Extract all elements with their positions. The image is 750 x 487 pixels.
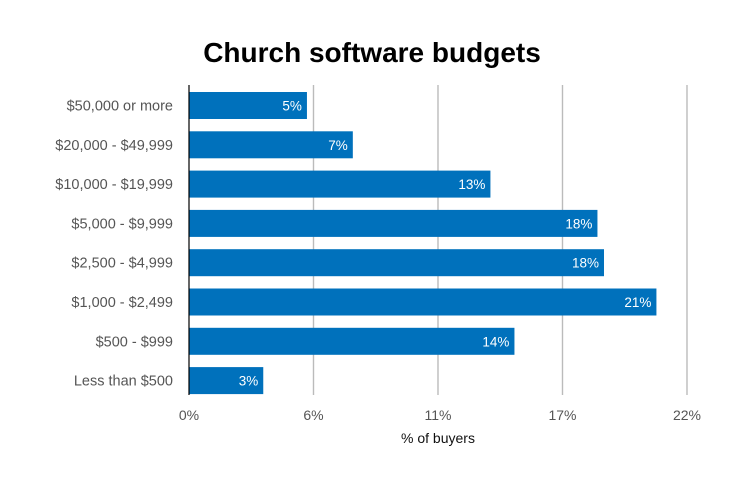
category-label: $500 - $999 [96, 334, 173, 350]
x-tick-label: 11% [425, 407, 452, 423]
category-label: $5,000 - $9,999 [71, 216, 173, 232]
bar-value-label: 7% [328, 138, 348, 153]
bar [189, 209, 598, 237]
category-label: $10,000 - $19,999 [55, 177, 173, 193]
x-tick-label: 22% [673, 407, 701, 423]
bar [189, 249, 604, 277]
bar [189, 367, 264, 395]
bar-value-label: 14% [482, 334, 509, 349]
x-axis-title: % of buyers [401, 430, 475, 446]
bar-value-label: 18% [565, 216, 592, 231]
bar-value-label: 5% [282, 99, 302, 114]
bar [189, 327, 515, 355]
category-label: $2,500 - $4,999 [71, 256, 173, 272]
category-label: $1,000 - $2,499 [71, 295, 173, 311]
category-label: $50,000 or more [67, 99, 173, 115]
bars [189, 92, 657, 395]
bar-value-label: 3% [239, 374, 259, 389]
bar-value-label: 13% [458, 177, 485, 192]
category-labels: $50,000 or more $20,000 - $49,999 $10,000 … [55, 99, 173, 390]
bar-value-label: 21% [624, 295, 651, 310]
bar [189, 170, 491, 198]
x-tick-label: 17% [548, 407, 576, 423]
x-tick-labels: 0% 6% 11% 17% 22% [179, 407, 701, 423]
x-tick-label: 0% [179, 407, 199, 423]
bar-value-label: 18% [572, 256, 599, 271]
data-labels: 5% 7% 13% 18% 18% 21% 14% 3% [239, 99, 652, 389]
bar [189, 288, 657, 316]
category-label: Less than $500 [74, 374, 173, 390]
bar [189, 92, 307, 119]
bar [189, 131, 353, 159]
x-tick-label: 6% [303, 407, 323, 423]
category-label: $20,000 - $49,999 [55, 138, 173, 154]
chart-title: Church software budgets [203, 37, 541, 68]
